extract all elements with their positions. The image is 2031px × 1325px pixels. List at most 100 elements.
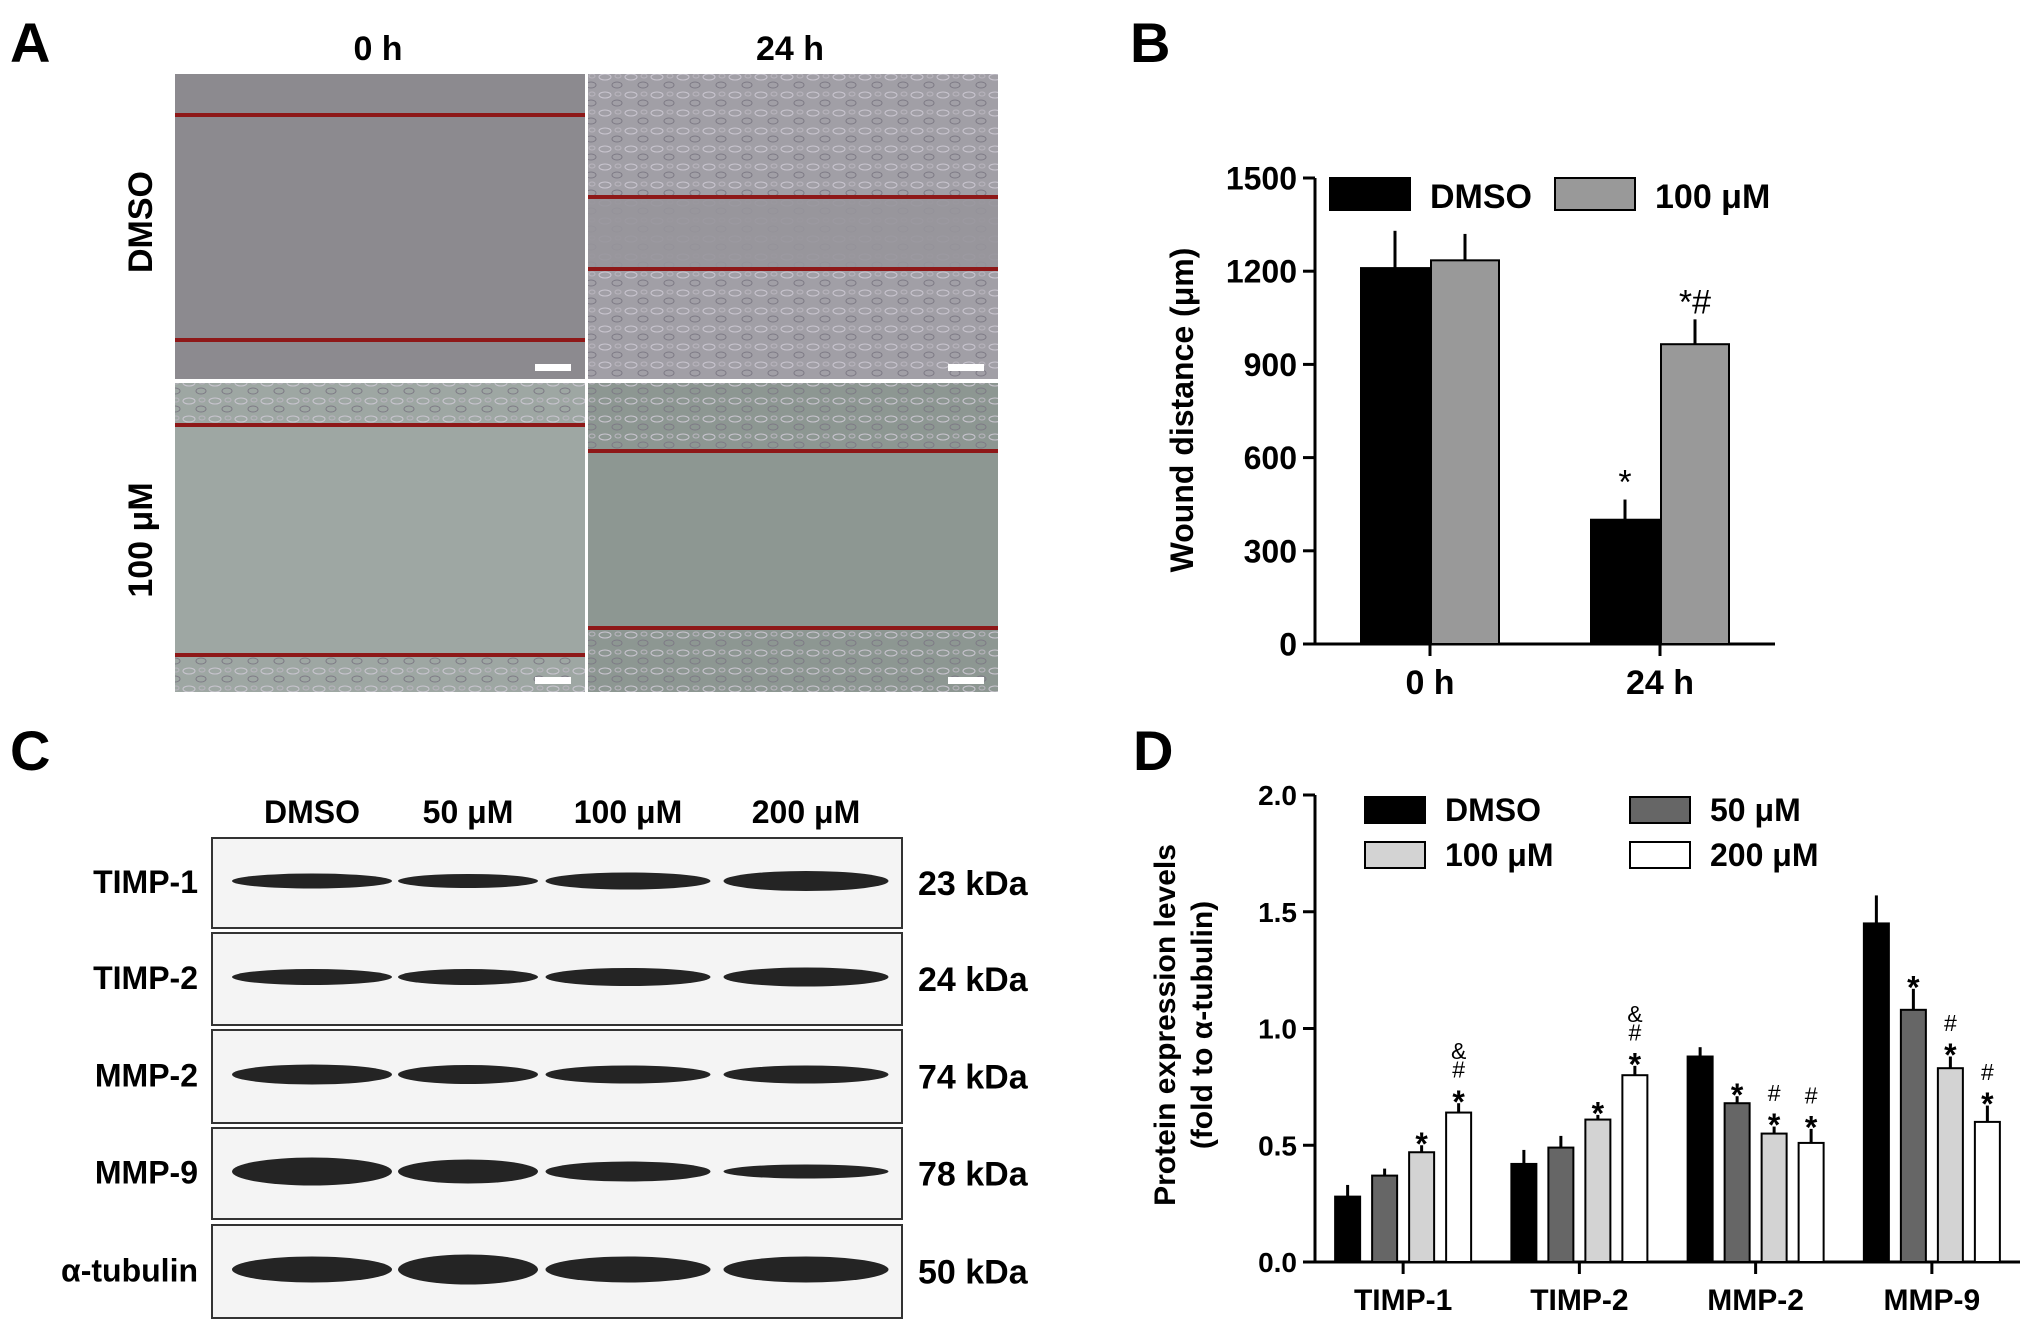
micrograph-dmso-24h: [588, 74, 998, 379]
y-tick-label: 300: [1244, 533, 1297, 569]
legend-label: 100 μM: [1445, 837, 1554, 873]
scale-bar: [535, 364, 571, 371]
protein-band: [398, 969, 538, 985]
bar: [1760, 1132, 1788, 1263]
bar: [1547, 1146, 1575, 1263]
protein-band: [545, 1161, 711, 1182]
y-tick-label: 600: [1244, 440, 1297, 476]
legend-swatch: [1364, 841, 1426, 869]
significance-mark: *: [1805, 1110, 1818, 1146]
protein-band: [232, 969, 392, 985]
protein-band: [232, 1256, 392, 1283]
y-tick-label: 2.0: [1258, 780, 1297, 811]
protein-band: [723, 1065, 889, 1084]
protein-name-label: MMP-9: [95, 1155, 198, 1191]
protein-band: [232, 1157, 392, 1186]
y-tick-label: 1200: [1226, 254, 1297, 290]
protein-band: [398, 874, 538, 888]
legend-swatch: [1629, 841, 1691, 869]
significance-mark: #: [1944, 1010, 1957, 1036]
protein-band: [398, 1065, 538, 1084]
significance-mark: &: [1451, 1038, 1466, 1064]
bar: [1360, 267, 1430, 645]
bar: [1430, 259, 1500, 645]
legend-swatch: [1329, 177, 1411, 211]
significance-mark: *: [1731, 1077, 1744, 1113]
significance-mark: #: [1628, 1019, 1641, 1045]
bar: [1936, 1067, 1964, 1263]
protein-band: [723, 967, 889, 987]
lane-label: 200 μM: [752, 794, 861, 830]
y-tick-label: 1.0: [1258, 1014, 1297, 1045]
row-label-dmso: DMSO: [122, 171, 160, 273]
col-header-24h: 24 h: [756, 30, 824, 68]
x-category-label: TIMP-1: [1354, 1284, 1452, 1317]
x-category-label: MMP-2: [1707, 1284, 1804, 1317]
panel-d-chart: D Protein expression levels (fold to α-t…: [1133, 719, 2020, 1317]
protein-band: [232, 1064, 392, 1085]
panel-letter-c: C: [10, 719, 50, 782]
significance-mark: *#: [1679, 283, 1711, 321]
x-category-label: 0 h: [1405, 664, 1454, 702]
row-label-100um: 100 μM: [122, 482, 160, 597]
bar: [1899, 1008, 1927, 1263]
bar: [1584, 1118, 1612, 1263]
legend-label: 100 μM: [1655, 178, 1770, 216]
protein-name-label: TIMP-1: [93, 864, 198, 900]
significance-mark: #: [1805, 1082, 1818, 1108]
significance-mark: *: [1618, 464, 1631, 502]
y-tick-label: 0.5: [1258, 1130, 1297, 1161]
bar: [1408, 1151, 1436, 1264]
bar: [1510, 1162, 1538, 1264]
micrograph-100um-24h: [588, 383, 998, 692]
micrograph-dmso-0h: [175, 74, 585, 379]
protein-band: [232, 873, 392, 889]
panel-c-western-blot: C DMSO 50 μM 100 μM 200 μM TIMP-1 23 kDa TIMP-…: [10, 719, 1029, 1319]
y-tick-label: 1.5: [1258, 897, 1297, 928]
y-tick-label: 0: [1279, 627, 1297, 663]
legend-label: DMSO: [1430, 178, 1532, 216]
significance-mark: *: [1768, 1107, 1781, 1143]
bar: [1445, 1111, 1473, 1264]
protein-band: [723, 1256, 889, 1283]
protein-name-label: MMP-2: [95, 1058, 198, 1094]
significance-mark: #: [1768, 1080, 1781, 1106]
bar: [1973, 1120, 2001, 1264]
chart-b-ylabel: Wound distance (μm): [1164, 248, 1200, 573]
bar: [1723, 1102, 1751, 1263]
x-category-label: TIMP-2: [1530, 1284, 1628, 1317]
micrograph-100um-0h: [175, 383, 585, 692]
y-tick-label: 0.0: [1258, 1247, 1297, 1278]
protein-band: [545, 872, 711, 890]
bar: [1660, 343, 1730, 645]
bar: [1590, 518, 1660, 646]
lane-label: 50 μM: [423, 794, 514, 830]
y-tick-label: 900: [1244, 347, 1297, 383]
molecular-weight-label: 50 kDa: [918, 1254, 1029, 1292]
chart-d-ylabel-line2: (fold to α-tubulin): [1186, 901, 1219, 1149]
protein-band: [545, 968, 711, 986]
molecular-weight-label: 78 kDa: [918, 1156, 1029, 1194]
legend-label: DMSO: [1445, 792, 1541, 828]
scale-bar: [948, 364, 984, 371]
col-header-0h: 0 h: [353, 30, 402, 68]
protein-band: [545, 1256, 711, 1283]
panel-letter-d: D: [1133, 719, 1173, 782]
bar: [1862, 922, 1890, 1263]
legend-label: 200 μM: [1710, 837, 1819, 873]
legend-swatch: [1364, 796, 1426, 824]
bar: [1686, 1055, 1714, 1264]
protein-band: [723, 1164, 889, 1179]
panel-letter-a: A: [10, 11, 50, 74]
lane-label: 100 μM: [574, 794, 683, 830]
molecular-weight-label: 74 kDa: [918, 1059, 1029, 1097]
bar: [1371, 1174, 1399, 1263]
molecular-weight-label: 23 kDa: [918, 865, 1029, 903]
molecular-weight-label: 24 kDa: [918, 961, 1029, 999]
legend-swatch: [1554, 177, 1636, 211]
bar: [1621, 1074, 1649, 1263]
protein-band: [398, 1254, 538, 1285]
x-category-label: 24 h: [1626, 664, 1694, 702]
significance-mark: *: [1452, 1084, 1465, 1120]
